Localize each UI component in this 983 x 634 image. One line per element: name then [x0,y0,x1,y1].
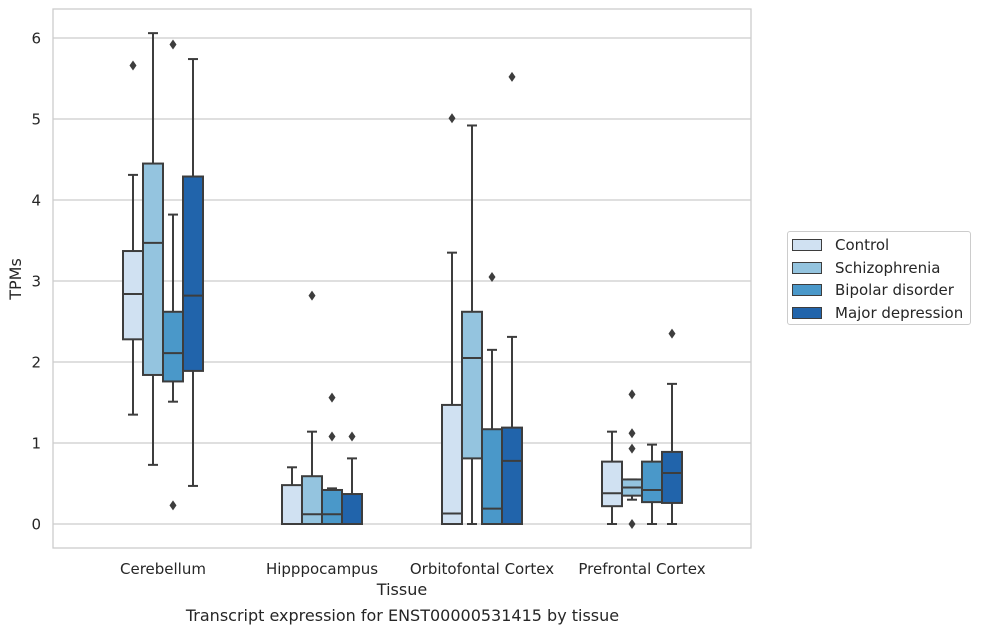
outlier-point [488,271,496,282]
outlier-point [328,392,336,403]
legend-label-schizophrenia: Schizophrenia [835,259,941,277]
plot-frame [52,8,752,549]
legend-label-major-depression: Major depression [835,304,964,322]
outlier-point [628,428,636,439]
boxes [122,32,683,529]
box-body [321,488,343,526]
box-major-depression-prefrontal-cortex [661,328,683,525]
outlier-point [668,328,676,339]
y-tick-label: 5 [31,111,41,129]
box-bipolar-disorder-prefrontal-cortex [641,443,663,525]
legend-label-bipolar-disorder: Bipolar disorder [835,281,954,299]
box-body [601,460,623,508]
y-tick-label: 4 [31,192,41,210]
legend-item-schizophrenia: Schizophrenia [792,258,940,278]
legend: Control Schizophrenia Bipolar disorder M… [787,231,971,325]
legend-swatch-schizophrenia [792,262,822,274]
box-major-depression-hipppocampus [341,431,363,525]
box-body [301,475,323,525]
box-body [122,250,144,341]
box-body [142,162,164,376]
box-body [281,484,303,525]
y-tick-label: 3 [31,273,41,291]
y-tick-label: 1 [31,435,41,453]
outlier-point [169,500,177,511]
x-tick-label: Hipppocampus [266,560,378,578]
box-body [162,310,184,383]
outlier-point [169,39,177,50]
box-control-orbitofontal-cortex [441,113,463,525]
box-control-prefrontal-cortex [601,430,623,525]
box-body [661,450,683,504]
outlier-point [628,389,636,400]
box-body [641,460,663,504]
box-control-cerebellum [122,60,144,416]
box-bipolar-disorder-orbitofontal-cortex [481,271,503,526]
outlier-point [129,60,137,71]
chart-caption: Transcript expression for ENST0000053141… [185,606,620,625]
box-body [501,426,523,525]
box-schizophrenia-orbitofontal-cortex [461,124,483,525]
x-tick-label: Orbitofontal Cortex [410,560,554,578]
legend-label-control: Control [835,236,890,254]
legend-swatch-control [792,239,822,251]
y-axis-label: TPMs [6,258,25,301]
box-body [481,428,503,526]
legend-item-major-depression: Major depression [792,303,963,323]
legend-swatch-bipolar-disorder [792,284,822,296]
box-body [441,403,463,525]
box-major-depression-cerebellum [182,58,204,487]
box-schizophrenia-hipppocampus [301,290,323,525]
y-tick-label: 6 [31,30,41,48]
box-schizophrenia-cerebellum [142,32,164,466]
legend-item-control: Control [792,235,889,255]
box-bipolar-disorder-hipppocampus [321,392,343,526]
x-tick-labels: Cerebellum Hipppocampus Orbitofontal Corte… [120,560,706,578]
legend-item-bipolar-disorder: Bipolar disorder [792,280,954,300]
box-body [182,175,204,372]
box-bipolar-disorder-cerebellum [162,39,184,511]
outlier-point [348,431,356,442]
y-tick-labels: 0 1 2 3 4 5 6 [31,30,41,534]
outlier-point [628,519,636,529]
outlier-point [508,71,516,82]
box-body [341,493,363,525]
box-body [461,310,483,460]
x-tick-label: Prefrontal Cortex [578,560,705,578]
x-tick-label: Cerebellum [120,560,206,578]
box-schizophrenia-prefrontal-cortex [621,389,643,529]
y-tick-label: 0 [31,516,41,534]
outlier-point [448,113,456,124]
outlier-point [328,431,336,442]
x-axis-label: Tissue [376,580,427,599]
y-tick-label: 2 [31,354,41,372]
box-control-hipppocampus [281,466,303,525]
outlier-point [308,290,316,301]
outlier-point [628,443,636,454]
legend-swatch-major-depression [792,307,822,319]
box-major-depression-orbitofontal-cortex [501,71,523,525]
